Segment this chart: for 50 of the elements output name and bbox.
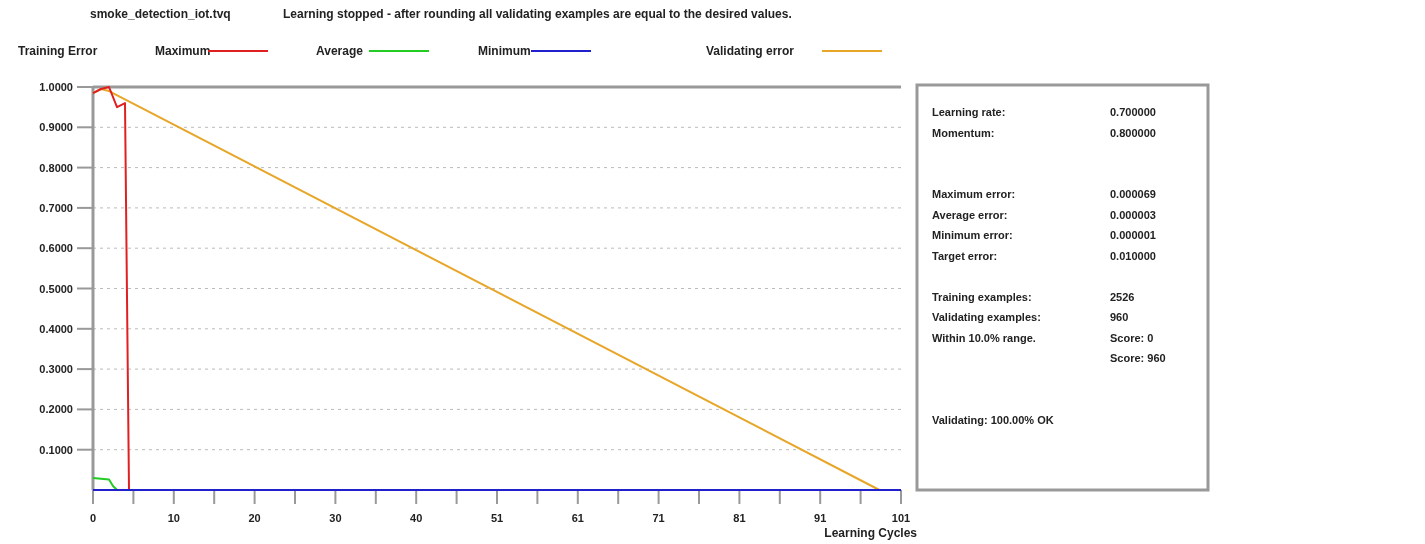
text: Validating examples:: [932, 311, 1041, 323]
y-tick-label: 0.8000: [39, 161, 73, 174]
text: 2526: [1110, 290, 1135, 303]
text: Maximum error:: [932, 188, 1016, 200]
x-tick-label: 10: [167, 512, 180, 524]
text: Within 10.0% range.: [932, 331, 1036, 344]
x-tick-label: 51: [490, 512, 504, 524]
text: Learning rate:: [932, 106, 1006, 118]
chart-title: smoke_detection_iot.tvq: [90, 7, 231, 21]
text: 0.010000: [1110, 249, 1156, 262]
x-tick-label: 30: [329, 512, 342, 524]
x-tick-label: 0: [89, 512, 97, 524]
x-tick-label: 81: [733, 512, 746, 524]
x-tick-label: 20: [248, 512, 261, 524]
text: 0.000003: [1110, 208, 1156, 221]
text: Validating: 100.00% OK: [932, 413, 1054, 426]
chart-subtitle: Learning stopped - after rounding all validating examples are equal to the desired values.: [283, 7, 792, 21]
legend-label: Validating error: [706, 44, 795, 58]
line-series: [92, 476, 118, 491]
y-tick-label: 0.1000: [39, 443, 73, 456]
x-axis-title: Learning Cycles: [824, 526, 918, 540]
y-tick-label: 0.5000: [39, 282, 73, 295]
text: 0.000069: [1110, 188, 1156, 200]
text: 0.700000: [1110, 106, 1156, 118]
text: Average error:: [932, 208, 1008, 221]
text: Target error:: [932, 249, 998, 262]
text: 0.800000: [1110, 126, 1156, 139]
y-tick-label: 0.3000: [39, 363, 73, 376]
y-tick-label: 0.4000: [39, 322, 73, 335]
y-tick-label: 1.0000: [39, 81, 73, 93]
x-tick-label: 40: [410, 512, 423, 524]
text: Training examples:: [932, 290, 1032, 303]
legend-label: Minimum: [478, 44, 531, 58]
x-tick-label: 91: [814, 512, 827, 524]
text: 0.000001: [1110, 229, 1156, 241]
legend-label: Average: [316, 44, 364, 58]
text: Minimum error:: [932, 229, 1013, 241]
y-tick-label: 0.2000: [39, 403, 73, 416]
x-tick-label: 101: [891, 512, 911, 524]
x-tick-label: 71: [652, 512, 665, 524]
legend-title: Training Error: [18, 44, 98, 58]
y-tick-label: 0.7000: [39, 201, 73, 214]
text: Score: 960: [1110, 352, 1166, 364]
text: 960: [1110, 311, 1129, 323]
x-tick-label: 61: [571, 512, 584, 524]
legend-label: Maximum: [155, 44, 211, 58]
text: Score: 0: [1110, 331, 1154, 344]
text: Momentum:: [932, 126, 995, 139]
y-tick-label: 0.9000: [39, 121, 73, 134]
y-tick-label: 0.6000: [39, 242, 73, 255]
